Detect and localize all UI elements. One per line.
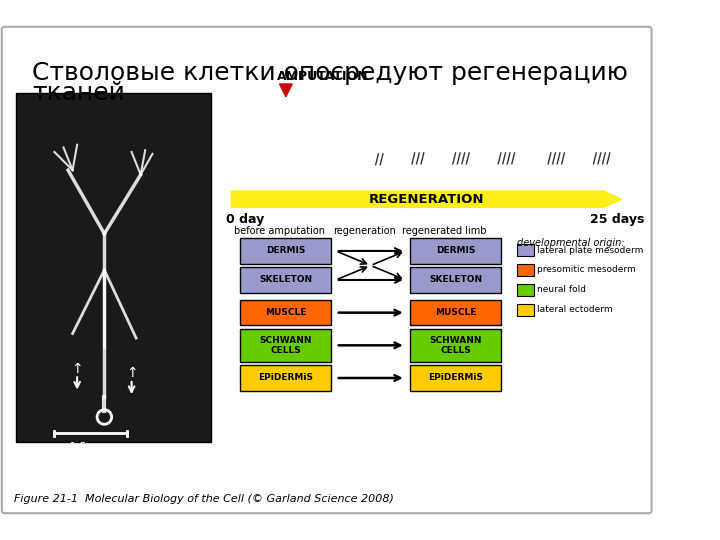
FancyBboxPatch shape <box>410 300 501 326</box>
FancyBboxPatch shape <box>2 27 652 513</box>
Text: MUSCLE: MUSCLE <box>265 308 307 317</box>
Text: ↑: ↑ <box>126 366 138 380</box>
Text: AMPUTATION: AMPUTATION <box>276 70 368 83</box>
Text: regenerated limb: regenerated limb <box>402 226 487 237</box>
Text: тканей: тканей <box>32 81 125 105</box>
Text: EPiDERMiS: EPiDERMiS <box>258 374 313 382</box>
FancyBboxPatch shape <box>410 365 501 391</box>
Text: Стволовые клетки опосредуют регенерацию: Стволовые клетки опосредуют регенерацию <box>32 61 628 85</box>
Text: EPiDERMiS: EPiDERMiS <box>428 374 483 382</box>
Text: ↑: ↑ <box>71 362 83 375</box>
FancyBboxPatch shape <box>17 93 212 442</box>
FancyBboxPatch shape <box>410 267 501 293</box>
Text: SKELETON: SKELETON <box>429 275 482 285</box>
FancyBboxPatch shape <box>517 303 534 316</box>
FancyBboxPatch shape <box>517 264 534 276</box>
Text: neural fold: neural fold <box>537 286 586 294</box>
FancyBboxPatch shape <box>240 365 331 391</box>
FancyBboxPatch shape <box>240 300 331 326</box>
Text: before amputation: before amputation <box>234 226 325 237</box>
Text: REGENERATION: REGENERATION <box>369 193 485 206</box>
FancyBboxPatch shape <box>240 238 331 264</box>
FancyBboxPatch shape <box>410 238 501 264</box>
FancyBboxPatch shape <box>517 284 534 296</box>
Text: MUSCLE: MUSCLE <box>435 308 476 317</box>
FancyArrow shape <box>231 191 621 207</box>
Text: 0 day: 0 day <box>226 213 264 226</box>
FancyBboxPatch shape <box>517 244 534 256</box>
Text: lateral plate mesoderm: lateral plate mesoderm <box>537 246 644 254</box>
Text: lateral ectoderm: lateral ectoderm <box>537 306 613 314</box>
Text: regeneration: regeneration <box>333 226 396 237</box>
Text: SCHWANN
CELLS: SCHWANN CELLS <box>429 336 482 355</box>
Text: DERMIS: DERMIS <box>266 246 305 255</box>
Text: SKELETON: SKELETON <box>259 275 312 285</box>
Text: DERMIS: DERMIS <box>436 246 475 255</box>
Polygon shape <box>279 84 292 97</box>
Text: developmental origin:: developmental origin: <box>517 238 625 248</box>
FancyBboxPatch shape <box>410 329 501 362</box>
FancyBboxPatch shape <box>240 267 331 293</box>
Text: SCHWANN
CELLS: SCHWANN CELLS <box>260 336 312 355</box>
Text: 25 days: 25 days <box>590 213 644 226</box>
Text: Figure 21-1  Molecular Biology of the Cell (© Garland Science 2008): Figure 21-1 Molecular Biology of the Cel… <box>14 494 394 504</box>
Text: presomitic mesoderm: presomitic mesoderm <box>537 266 636 274</box>
FancyBboxPatch shape <box>240 329 331 362</box>
Text: 0.5 mm: 0.5 mm <box>69 442 112 453</box>
